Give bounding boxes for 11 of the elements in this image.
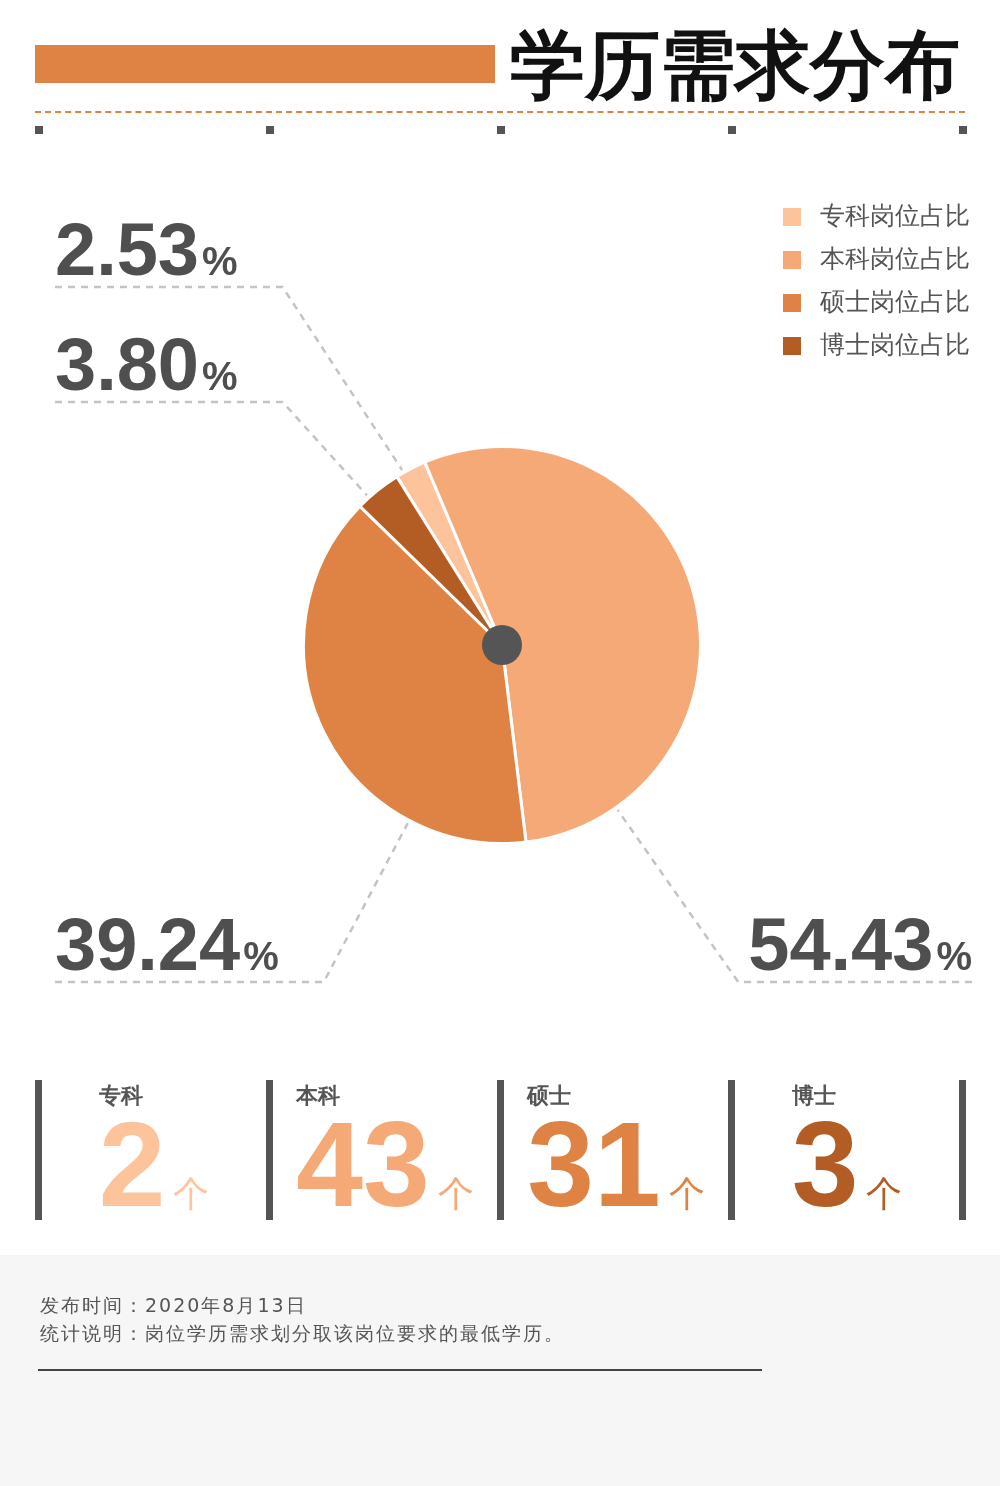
legend-label: 硕士岗位占比: [819, 286, 970, 316]
chart-title: 学历需求分布: [510, 20, 960, 110]
text: 发布时间：2020年8月13日: [40, 1293, 307, 1318]
legend-label: 博士岗位占比: [820, 329, 970, 359]
legend-label: 专科岗位占比: [820, 200, 970, 230]
data-label: 54.43%: [748, 903, 973, 986]
data-label: 2.53%: [55, 208, 238, 291]
data-label: 39.24%: [55, 903, 279, 986]
data-label: 3.80%: [55, 323, 238, 406]
text: 统计说明：岗位学历需求划分取该岗位要求的最低学历。: [40, 1321, 565, 1346]
legend-label: 本科岗位占比: [820, 243, 970, 273]
